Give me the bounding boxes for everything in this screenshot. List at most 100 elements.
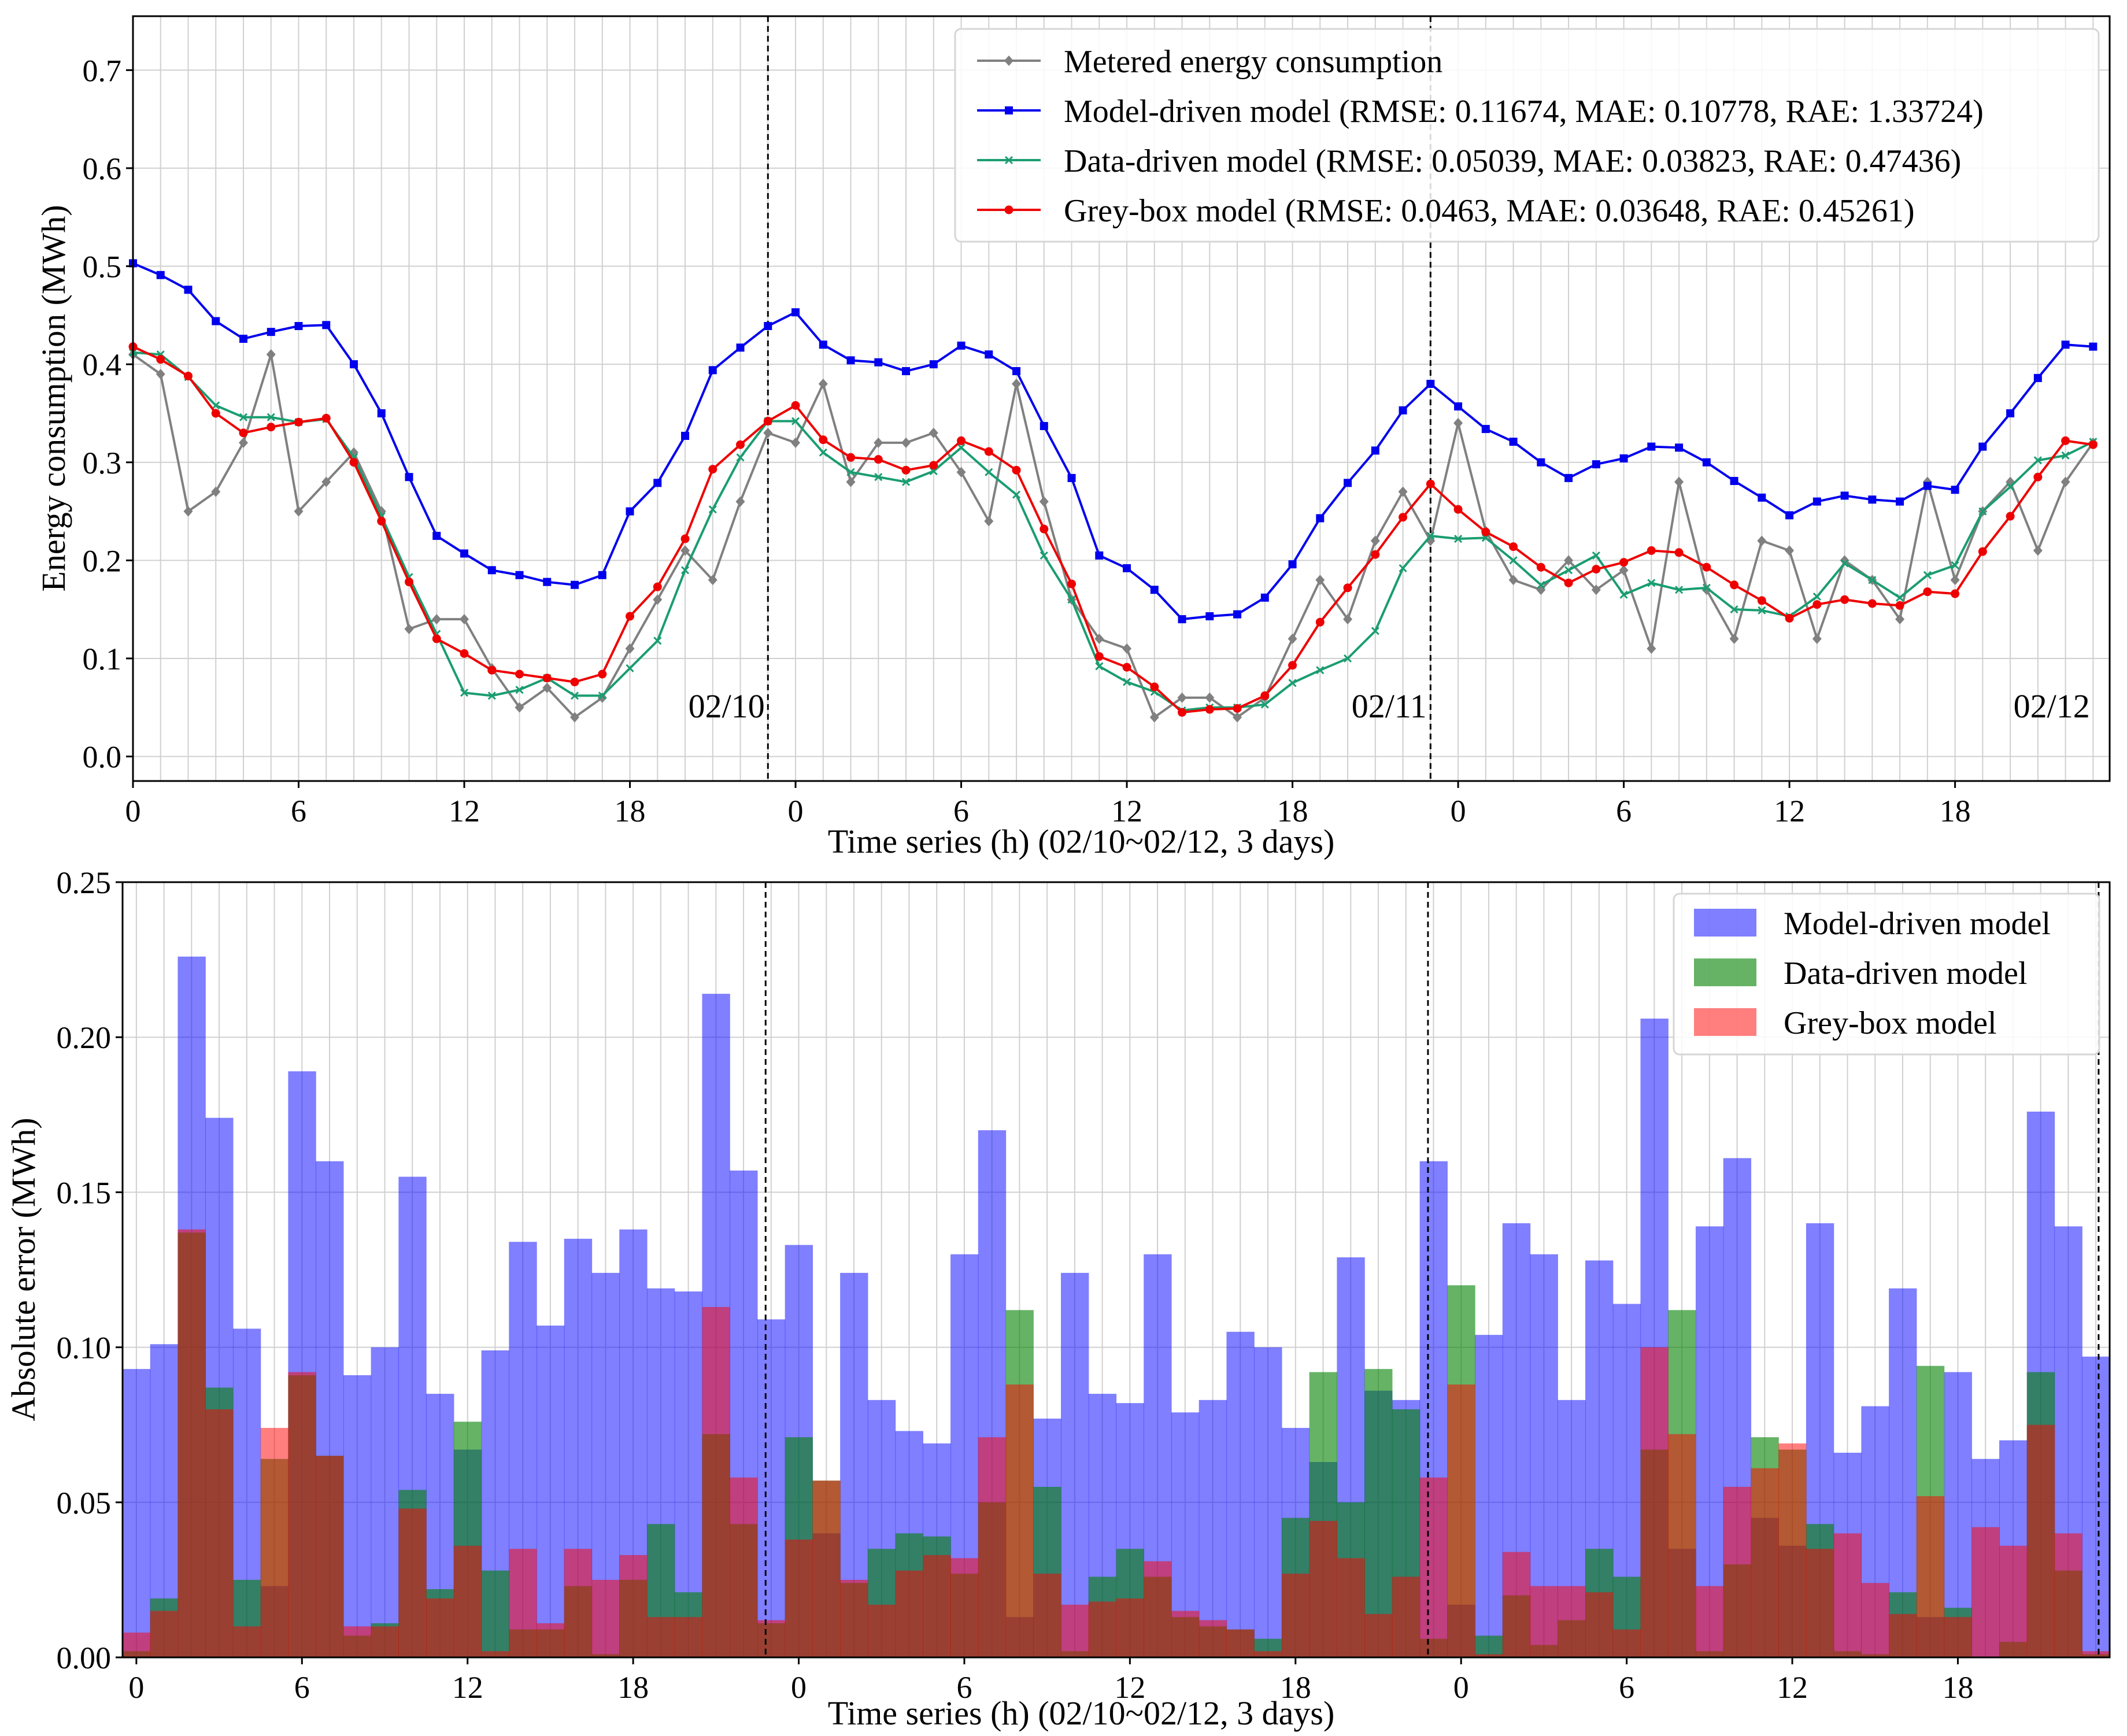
line-point	[239, 335, 248, 343]
bar	[1475, 1635, 1503, 1657]
line-point	[571, 580, 579, 589]
line-point	[626, 507, 634, 516]
line-point	[1730, 605, 1738, 614]
bar	[1144, 1561, 1172, 1657]
bar	[923, 1554, 951, 1657]
line-point	[929, 427, 938, 438]
line-point	[1868, 495, 1877, 504]
top-y-tick-label: 0.1	[83, 642, 122, 676]
bottom-legend-swatch	[1694, 909, 1756, 937]
bottom-legend-swatch	[1694, 1008, 1756, 1036]
line-point	[2089, 342, 2098, 351]
bar	[481, 1570, 509, 1657]
bar	[371, 1347, 399, 1657]
top-x-tick-label: 6	[953, 794, 969, 828]
bar	[895, 1570, 923, 1657]
line-point	[2033, 472, 2043, 482]
line-point	[570, 691, 579, 700]
line-point	[1674, 548, 1684, 557]
bar	[426, 1598, 454, 1657]
line-point	[322, 321, 331, 330]
line-point	[1454, 402, 1463, 411]
line-point	[239, 428, 248, 438]
line-point	[184, 286, 193, 294]
line-point	[349, 458, 358, 467]
bar	[205, 1409, 234, 1657]
bar	[123, 1369, 151, 1657]
line-point	[266, 349, 276, 360]
line-point	[183, 506, 193, 517]
line-point	[570, 712, 580, 723]
line-series-2	[128, 348, 2098, 715]
bar	[1088, 1601, 1117, 1657]
line-point	[846, 468, 855, 476]
line-point	[1344, 479, 1352, 487]
bar	[1530, 1586, 1558, 1657]
line-point	[2006, 409, 2015, 417]
bar	[785, 1539, 813, 1657]
line-point	[680, 566, 690, 575]
line-point	[1040, 421, 1048, 430]
top-y-tick-label: 0.7	[83, 53, 122, 88]
line-point	[984, 447, 993, 456]
line-point	[1923, 571, 1932, 579]
line-point	[1177, 692, 1187, 703]
bottom-x-tick-label: 0	[1453, 1670, 1469, 1705]
line-point	[156, 355, 165, 364]
line-point	[1233, 610, 1242, 619]
top-x-tick-label: 0	[788, 794, 804, 828]
line-point	[542, 673, 552, 683]
bottom-x-tick-label: 6	[294, 1670, 310, 1705]
bottom-y-tick-label: 0.10	[57, 1331, 112, 1365]
bottom-x-tick-label: 18	[1280, 1670, 1311, 1705]
line-point	[1536, 562, 1545, 572]
bar	[1723, 1486, 1752, 1657]
line-point	[1868, 576, 1877, 584]
line-point	[901, 465, 911, 475]
line-point	[1150, 682, 1159, 691]
bar	[1999, 1545, 2028, 1657]
line-point	[1426, 531, 1435, 541]
line-point	[1619, 558, 1629, 567]
bar	[1695, 1226, 1724, 1657]
line-point	[1785, 545, 1795, 556]
line-point	[1508, 575, 1518, 586]
line-point	[184, 371, 193, 380]
top-legend-item: Metered energy consumption	[977, 44, 1442, 80]
line-point	[156, 369, 165, 380]
top-y-tick-label: 0.4	[83, 347, 122, 382]
line-point	[680, 545, 690, 556]
line-point	[294, 417, 304, 427]
bottom-plot-frame	[121, 881, 2111, 1659]
line-point	[626, 664, 634, 673]
line-point	[267, 423, 276, 432]
line-point	[956, 467, 966, 478]
line-point	[267, 413, 275, 421]
line-point	[1122, 643, 1132, 654]
bottom-x-tick-label: 0	[791, 1670, 807, 1705]
bottom-legend-swatch	[1694, 958, 1756, 986]
line-point	[902, 367, 911, 376]
line-point	[1812, 634, 1822, 645]
top-y-axis-label: Energy consumption (MWh)	[35, 205, 72, 591]
line-point	[708, 465, 717, 474]
line-point	[2061, 451, 2070, 460]
line-point	[1509, 556, 1518, 565]
line-point	[294, 321, 303, 330]
line-point	[570, 678, 579, 687]
top-plot-frame	[132, 15, 2111, 782]
line-point	[1619, 590, 1628, 599]
line-point	[1123, 564, 1131, 572]
line-point	[735, 496, 745, 507]
bar	[1198, 1400, 1227, 1657]
line-point	[212, 401, 220, 410]
line-point	[377, 517, 386, 526]
top-x-tick-label: 18	[1940, 794, 1971, 828]
line-point	[598, 691, 606, 700]
bar	[288, 1372, 316, 1657]
line-series-0	[128, 349, 2098, 723]
bottom-y-axis-label: Absolute error (MWh)	[5, 1117, 42, 1421]
line-point	[1978, 507, 1987, 516]
bar-chart-panel: 0.00 0.05 0.10 0.15 0.20 0.25 0 6 12 18 0 6 12 18 0 6 1…	[5, 865, 2111, 1732]
